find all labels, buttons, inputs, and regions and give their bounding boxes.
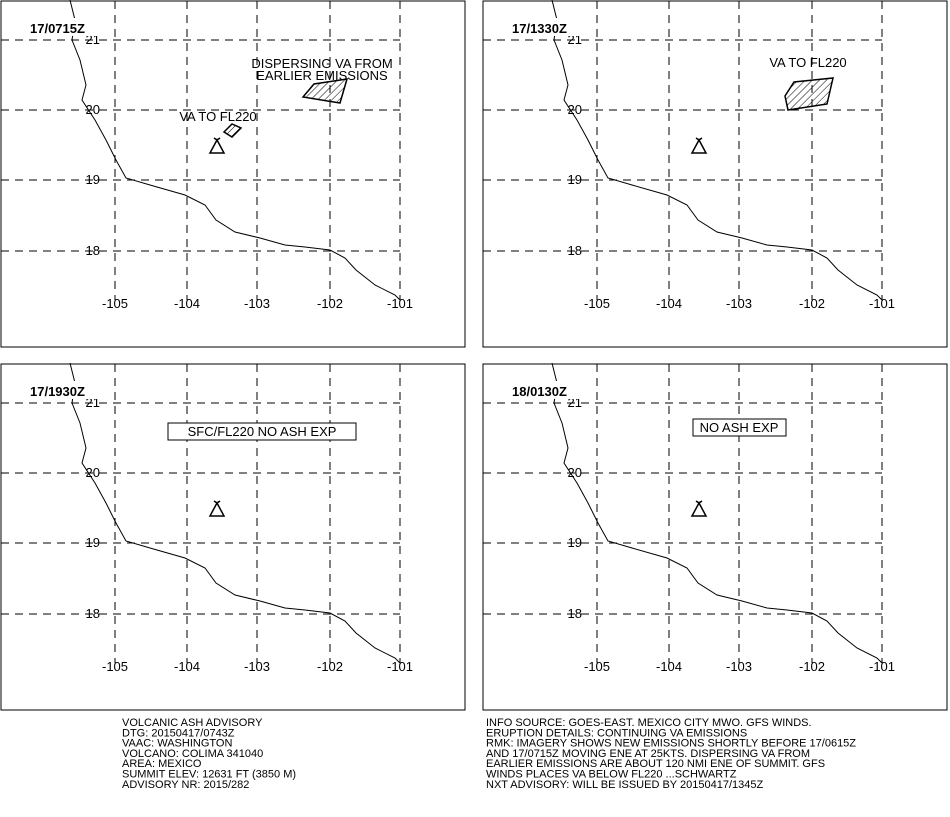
panel-time: 18/0130Z — [512, 384, 567, 399]
lat-label: 18 — [568, 243, 582, 258]
lat-label: 20 — [568, 465, 582, 480]
footer-left-line: VAAC: WASHINGTON — [122, 738, 232, 750]
panel-time: 17/1330Z — [512, 21, 567, 36]
footer-right-line: WINDS PLACES VA BELOW FL220 ...SCHWARTZ — [486, 769, 737, 781]
lon-label: -105 — [102, 296, 128, 311]
coastline — [69, 362, 401, 664]
lon-label: -104 — [174, 296, 200, 311]
footer-right-line: INFO SOURCE: GOES-EAST. MEXICO CITY MWO.… — [486, 717, 812, 729]
coastline — [69, 0, 401, 301]
lat-label: 18 — [86, 243, 100, 258]
time-bg — [28, 18, 106, 36]
lat-label: 19 — [568, 172, 582, 187]
panel-frame — [0, 0, 466, 348]
lon-label: -102 — [317, 296, 343, 311]
footer-left-line: VOLCANO: COLIMA 341040 — [122, 748, 263, 760]
ash-area — [784, 77, 834, 111]
annotation: EARLIER EMISSIONS — [256, 68, 388, 83]
lon-label: -104 — [656, 296, 682, 311]
lat-label: 19 — [86, 535, 100, 550]
lat-label: 20 — [86, 102, 100, 117]
volcano-symbol — [690, 500, 708, 517]
lon-label: -103 — [726, 296, 752, 311]
volcano-icon — [208, 137, 226, 154]
annotation: VA TO FL220 — [769, 55, 846, 70]
panel-frame — [0, 363, 466, 711]
lon-label: -102 — [317, 659, 343, 674]
footer-right-line: AND 17/0715Z MOVING ENE AT 25KTS. DISPER… — [486, 748, 810, 760]
volcano-symbol — [208, 500, 226, 517]
footer-left-line: ADVISORY NR: 2015/282 — [122, 779, 249, 791]
lat-label: 20 — [568, 102, 582, 117]
coastline — [551, 0, 883, 301]
lat-label: 19 — [568, 535, 582, 550]
lon-label: -104 — [656, 659, 682, 674]
footer-right-line: RMK: IMAGERY SHOWS NEW EMISSIONS SHORTLY… — [486, 738, 856, 750]
footer-left-line: VOLCANIC ASH ADVISORY — [122, 717, 263, 729]
footer-left-line: SUMMIT ELEV: 12631 FT (3850 M) — [122, 769, 296, 781]
footer-right-line: EARLIER EMISSIONS ARE ABOUT 120 NMI ENE … — [486, 758, 825, 770]
ash-area — [301, 78, 349, 104]
lat-label: 20 — [86, 465, 100, 480]
coastline — [551, 362, 883, 664]
footer-right-line: NXT ADVISORY: WILL BE ISSUED BY 20150417… — [486, 779, 763, 791]
footer-left-line: DTG: 20150417/0743Z — [122, 727, 235, 739]
time-bg — [28, 381, 106, 399]
lon-label: -101 — [387, 296, 413, 311]
panel-time: 17/0715Z — [30, 21, 85, 36]
panel-frame — [482, 363, 948, 711]
lon-label: -105 — [102, 659, 128, 674]
volcano-icon — [690, 137, 708, 154]
annotation: DISPERSING VA FROM — [251, 56, 392, 71]
lon-label: -104 — [174, 659, 200, 674]
annotation: VA TO FL220 — [179, 109, 256, 124]
lat-label: 18 — [86, 606, 100, 621]
annotation-box — [692, 418, 787, 437]
panel-frame — [482, 0, 948, 348]
lat-label: 19 — [86, 172, 100, 187]
volcano-icon — [208, 500, 226, 517]
lat-label: 18 — [568, 606, 582, 621]
lon-label: -103 — [726, 659, 752, 674]
lon-label: -102 — [799, 659, 825, 674]
footer-left-line: AREA: MEXICO — [122, 758, 202, 770]
ash-area — [222, 123, 243, 138]
volcano-symbol — [690, 137, 708, 154]
lon-label: -101 — [387, 659, 413, 674]
lon-label: -101 — [869, 659, 895, 674]
time-bg — [510, 18, 588, 36]
lon-label: -105 — [584, 296, 610, 311]
lon-label: -103 — [244, 659, 270, 674]
volcano-symbol — [208, 137, 226, 154]
volcano-icon — [690, 500, 708, 517]
annotation-box — [167, 422, 357, 441]
lon-label: -105 — [584, 659, 610, 674]
panel-time: 17/1930Z — [30, 384, 85, 399]
annotation: SFC/FL220 NO ASH EXP — [188, 424, 337, 439]
lon-label: -103 — [244, 296, 270, 311]
footer-right-line: ERUPTION DETAILS: CONTINUING VA EMISSION… — [486, 727, 747, 739]
annotation: NO ASH EXP — [700, 420, 779, 435]
lon-label: -101 — [869, 296, 895, 311]
lon-label: -102 — [799, 296, 825, 311]
time-bg — [510, 381, 588, 399]
